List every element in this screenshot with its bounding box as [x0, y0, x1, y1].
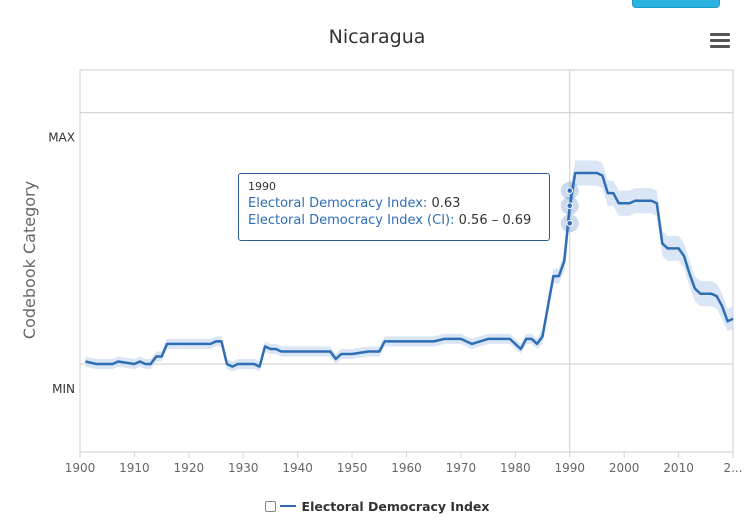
x-tick-label: 1940 — [282, 461, 313, 475]
x-tick-label: 1910 — [119, 461, 150, 475]
series-line — [85, 171, 734, 368]
grid — [80, 70, 733, 452]
x-tick-label: 2000 — [609, 461, 640, 475]
ci-band-area — [85, 160, 733, 372]
tooltip-series-value: 0.63 — [431, 196, 461, 211]
x-tick-label: 1920 — [174, 461, 205, 475]
ci-band — [85, 160, 733, 372]
legend-label[interactable]: Electoral Democracy Index — [301, 498, 490, 514]
tooltip-ci-label: Electoral Democracy Index (CI): — [248, 213, 455, 228]
legend-line-swatch — [279, 505, 296, 507]
top-action-button[interactable] — [632, 0, 720, 8]
hover-point-ci-high — [566, 187, 574, 194]
plot-area — [79, 69, 734, 453]
series-group — [85, 171, 734, 368]
tooltip-series-row: Electoral Democracy Index: 0.63 — [248, 195, 540, 212]
chart-svg: 1900 1910 1920 1930 1940 1950 1960 1970 1980 1990… — [20, 69, 743, 475]
hover-point-value — [566, 202, 574, 210]
x-tick-label: 2010 — [663, 461, 694, 475]
x-tick-label: 1980 — [500, 461, 531, 475]
chart-title: Nicaragua — [328, 26, 426, 48]
chart-menu-icon[interactable] — [708, 30, 732, 52]
y-tick-label: MIN — [52, 382, 75, 396]
x-axis: 1900 1910 1920 1930 1940 1950 1960 1970 1980 1990… — [65, 452, 743, 475]
legend-checkbox[interactable] — [264, 500, 276, 512]
y-axis: MAX MIN — [48, 131, 75, 396]
plot-border — [79, 69, 734, 453]
hover-point-ci-low — [566, 220, 574, 227]
tooltip-ci-row: Electoral Democracy Index (CI): 0.56 – 0… — [248, 212, 540, 229]
x-tick-label: 1900 — [65, 461, 96, 475]
x-tick-label: 1970 — [446, 461, 477, 475]
x-tick-label: 1950 — [337, 461, 368, 475]
x-tick-label: 1930 — [228, 461, 259, 475]
tooltip-series-label: Electoral Democracy Index: — [248, 196, 428, 211]
x-tick-label: 1990 — [554, 461, 585, 475]
tooltip-ci-value: 0.56 – 0.69 — [458, 213, 532, 228]
y-axis-title: Codebook Category — [20, 181, 39, 339]
tooltip: 1990 Electoral Democracy Index: 0.63 Ele… — [238, 173, 550, 241]
legend: Electoral Democracy Index — [0, 497, 754, 515]
tooltip-year: 1990 — [248, 180, 276, 193]
x-tick-label: 2... — [723, 461, 742, 475]
y-tick-label: MAX — [48, 131, 75, 145]
x-tick-label: 1960 — [391, 461, 422, 475]
